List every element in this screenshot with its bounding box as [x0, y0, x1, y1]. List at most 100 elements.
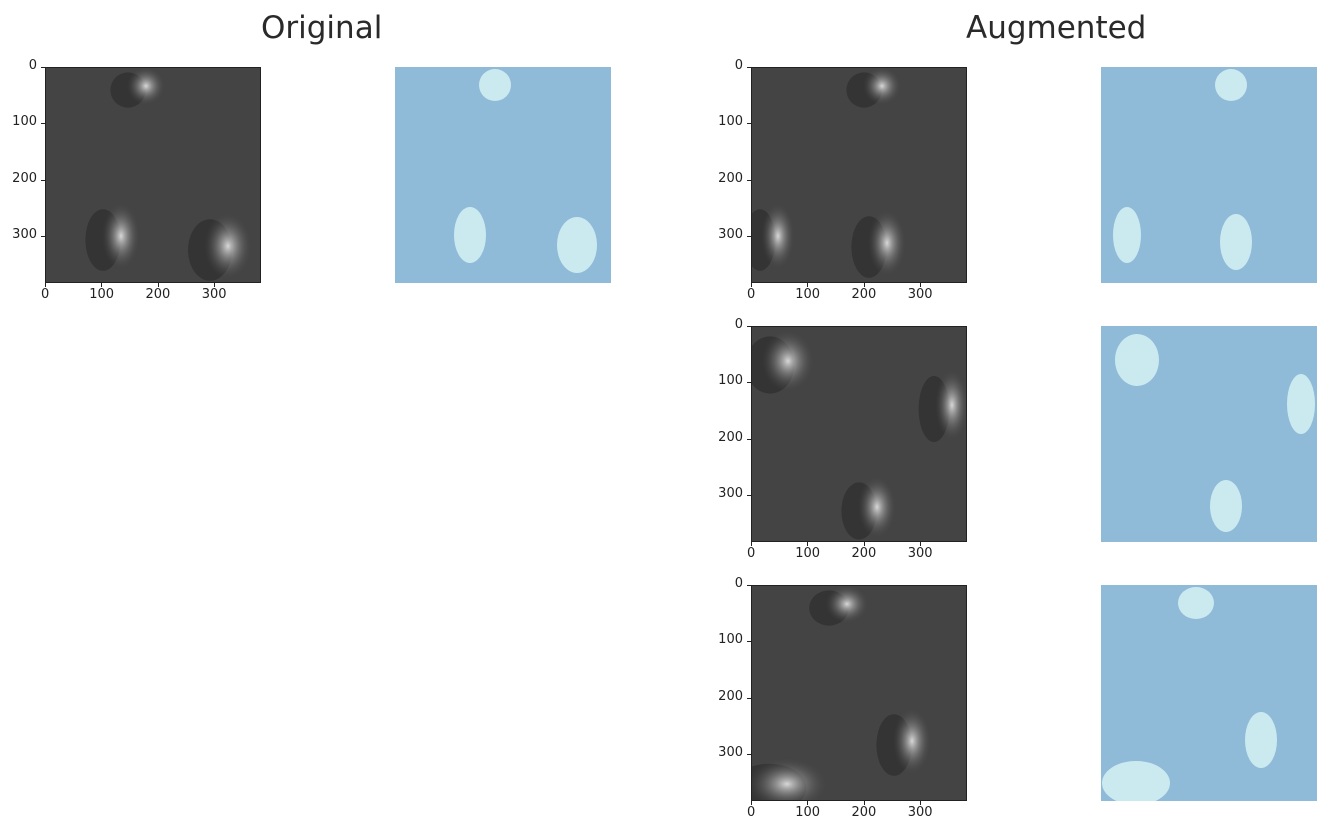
image-aug3-xtick-label: 100: [795, 805, 821, 820]
image-original-xtick-mark: [101, 283, 103, 287]
image-aug2-xtick-mark: [751, 542, 752, 546]
image-original-xtick-label: 100: [89, 287, 115, 302]
cloud-region: [752, 757, 828, 800]
mask-cloud-blob: [454, 207, 486, 263]
image-original-ytick-label: 100: [12, 114, 37, 130]
image-aug3-ytick-mark: [747, 585, 751, 586]
image-aug1-ytick-label: 300: [718, 226, 743, 242]
image-aug2-xtick-mark: [863, 542, 865, 546]
image-panel-aug2: [751, 326, 967, 542]
image-original-xtick-label: 200: [145, 287, 171, 302]
mask-cloud-blob: [1210, 480, 1242, 532]
mask-cloud-blob: [479, 69, 511, 101]
mask-cloud-blob: [1113, 207, 1141, 263]
satellite-image-aug1: [752, 68, 966, 282]
image-panel-aug3: [751, 585, 967, 801]
image-aug1-ytick-mark: [747, 67, 751, 68]
image-aug1-ytick-label: 200: [718, 170, 743, 186]
image-aug2-xtick-label: 300: [907, 546, 933, 561]
image-aug3-ytick-label: 200: [718, 688, 743, 704]
cloud-region: [761, 329, 815, 393]
image-aug1-ytick-mark: [747, 235, 751, 237]
image-original-ytick-mark: [41, 179, 45, 181]
mask-cloud-blob: [1245, 712, 1277, 768]
cloud-region: [935, 369, 966, 441]
image-original-ytick-mark: [41, 67, 45, 68]
image-aug1-xtick-label: 200: [851, 287, 877, 302]
image-aug1-xtick-mark: [863, 283, 865, 287]
image-aug3-xtick-mark: [807, 801, 809, 805]
image-aug2-xtick-label: 100: [795, 546, 821, 561]
mask-cloud-blob: [1215, 69, 1247, 101]
image-aug2-ytick-mark: [747, 494, 751, 496]
satellite-image-original: [46, 68, 260, 282]
heading-augmented: Augmented: [966, 10, 1147, 46]
image-aug2-ytick-label: 300: [718, 485, 743, 501]
cloud-region: [204, 212, 252, 280]
image-aug3-xtick-mark: [919, 801, 921, 805]
cloud-mask-aug3: [1101, 585, 1317, 801]
image-aug3-xtick-label: 300: [907, 805, 933, 820]
mask-panel-aug3: [1101, 585, 1317, 801]
image-aug2-ytick-label: 200: [718, 429, 743, 445]
image-aug2-ytick-mark: [747, 382, 751, 384]
cloud-region: [892, 707, 932, 775]
image-aug3-xtick-label: 0: [747, 805, 756, 820]
mask-panel-original: [395, 67, 611, 283]
image-original-xtick-mark: [45, 283, 46, 287]
heading-original: Original: [261, 10, 383, 46]
image-aug3-xtick-label: 200: [851, 805, 877, 820]
image-aug2-ytick-mark: [747, 326, 751, 327]
image-aug1-xtick-mark: [807, 283, 809, 287]
cloud-mask-aug1: [1101, 67, 1317, 283]
image-aug1-ytick-mark: [747, 123, 751, 125]
image-panel-original: [45, 67, 261, 283]
image-aug2-xtick-mark: [807, 542, 809, 546]
image-aug2-ytick-label: 100: [718, 373, 743, 389]
image-aug3-ytick-label: 0: [734, 576, 743, 591]
image-aug1-xtick-label: 100: [795, 287, 821, 302]
mask-panel-aug1: [1101, 67, 1317, 283]
image-aug1-xtick-mark: [751, 283, 752, 287]
image-aug3-ytick-label: 100: [718, 632, 743, 648]
cloud-region: [825, 586, 869, 624]
cloud-region: [867, 209, 907, 277]
image-original-ytick-label: 200: [12, 170, 37, 186]
satellite-image-aug2: [752, 327, 966, 541]
mask-cloud-blob: [1102, 761, 1170, 801]
satellite-image-aug3: [752, 586, 966, 800]
cloud-mask-aug2: [1101, 326, 1317, 542]
cloud-region: [101, 202, 141, 270]
mask-cloud-blob: [1178, 587, 1214, 619]
mask-panel-aug2: [1101, 326, 1317, 542]
image-aug1-ytick-label: 100: [718, 114, 743, 130]
image-original-xtick-label: 0: [41, 287, 50, 302]
image-aug3-xtick-mark: [751, 801, 752, 805]
image-original-ytick-label: 0: [28, 58, 37, 73]
image-aug1-xtick-label: 300: [907, 287, 933, 302]
image-aug1-xtick-label: 0: [747, 287, 756, 302]
image-aug3-ytick-mark: [747, 641, 751, 643]
image-aug3-ytick-mark: [747, 753, 751, 755]
image-original-xtick-mark: [213, 283, 215, 287]
image-aug3-ytick-label: 300: [718, 744, 743, 760]
mask-cloud-blob: [557, 217, 597, 273]
image-original-ytick-mark: [41, 123, 45, 125]
image-aug3-xtick-mark: [863, 801, 865, 805]
image-original-ytick-mark: [41, 235, 45, 237]
mask-cloud-blob: [1287, 374, 1315, 434]
image-aug1-ytick-label: 0: [734, 58, 743, 73]
image-aug2-xtick-label: 200: [851, 546, 877, 561]
image-aug2-ytick-label: 0: [734, 317, 743, 332]
mask-cloud-blob: [1115, 334, 1159, 386]
image-aug2-ytick-mark: [747, 438, 751, 440]
cloud-mask-original: [395, 67, 611, 283]
image-original-xtick-mark: [157, 283, 159, 287]
image-aug2-xtick-mark: [919, 542, 921, 546]
image-aug1-ytick-mark: [747, 179, 751, 181]
image-aug1-xtick-mark: [919, 283, 921, 287]
cloud-region: [862, 68, 902, 106]
image-original-xtick-label: 300: [201, 287, 227, 302]
image-panel-aug1: [751, 67, 967, 283]
cloud-region: [761, 202, 795, 270]
